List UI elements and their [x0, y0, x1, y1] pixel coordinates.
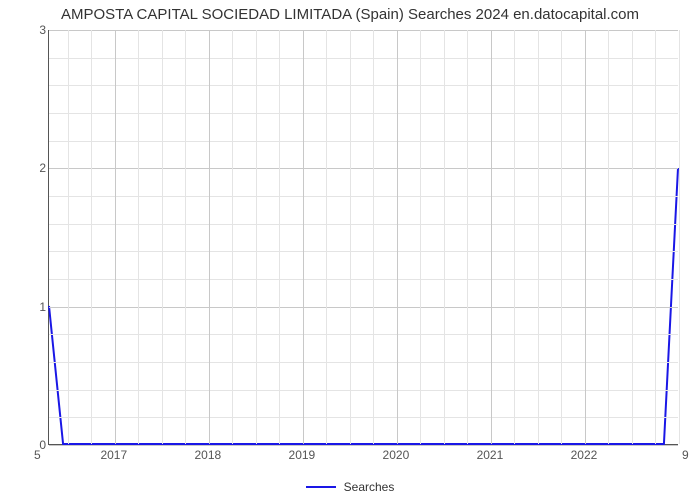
gridline-v: [232, 30, 233, 444]
gridline-h: [49, 113, 678, 114]
line-chart: AMPOSTA CAPITAL SOCIEDAD LIMITADA (Spain…: [0, 0, 700, 500]
x-tick-label: 2020: [383, 448, 410, 462]
gridline-v: [115, 30, 116, 444]
gridline-v: [608, 30, 609, 444]
gridline-h: [49, 390, 678, 391]
gridline-h: [49, 251, 678, 252]
y-tick-label: 2: [0, 161, 46, 175]
gridline-h: [49, 362, 678, 363]
gridline-h: [49, 58, 678, 59]
gridline-h: [49, 445, 678, 446]
gridline-v: [350, 30, 351, 444]
y-tick-label: 3: [0, 23, 46, 37]
gridline-v: [585, 30, 586, 444]
gridline-v: [138, 30, 139, 444]
x-tick-label: 2019: [289, 448, 316, 462]
gridline-v: [514, 30, 515, 444]
gridline-v: [632, 30, 633, 444]
gridline-v: [397, 30, 398, 444]
x-tick-label: 2017: [100, 448, 127, 462]
legend-label: Searches: [344, 480, 395, 494]
gridline-v: [467, 30, 468, 444]
gridline-v: [326, 30, 327, 444]
gridline-h: [49, 224, 678, 225]
gridline-v: [655, 30, 656, 444]
gridline-v: [420, 30, 421, 444]
x-tick-label: 2022: [571, 448, 598, 462]
gridline-h: [49, 168, 678, 169]
gridline-v: [679, 30, 680, 444]
gridline-h: [49, 196, 678, 197]
series-line: [49, 30, 678, 444]
gridline-h: [49, 417, 678, 418]
gridline-v: [91, 30, 92, 444]
secondary-label-left: 5: [34, 448, 41, 462]
x-tick-label: 2021: [477, 448, 504, 462]
plot-area: [48, 30, 678, 445]
secondary-label-right: 9: [682, 448, 689, 462]
gridline-v: [373, 30, 374, 444]
gridline-v: [444, 30, 445, 444]
gridline-h: [49, 334, 678, 335]
gridline-v: [162, 30, 163, 444]
gridline-v: [279, 30, 280, 444]
legend-swatch: [306, 486, 336, 488]
gridline-h: [49, 141, 678, 142]
gridline-v: [561, 30, 562, 444]
gridline-v: [303, 30, 304, 444]
gridline-h: [49, 85, 678, 86]
gridline-v: [68, 30, 69, 444]
gridline-h: [49, 307, 678, 308]
gridline-h: [49, 279, 678, 280]
gridline-v: [256, 30, 257, 444]
gridline-h: [49, 30, 678, 31]
x-tick-label: 2018: [194, 448, 221, 462]
gridline-v: [209, 30, 210, 444]
chart-title: AMPOSTA CAPITAL SOCIEDAD LIMITADA (Spain…: [0, 6, 700, 23]
gridline-v: [491, 30, 492, 444]
y-tick-label: 1: [0, 300, 46, 314]
legend: Searches: [0, 479, 700, 494]
gridline-v: [538, 30, 539, 444]
gridline-v: [185, 30, 186, 444]
